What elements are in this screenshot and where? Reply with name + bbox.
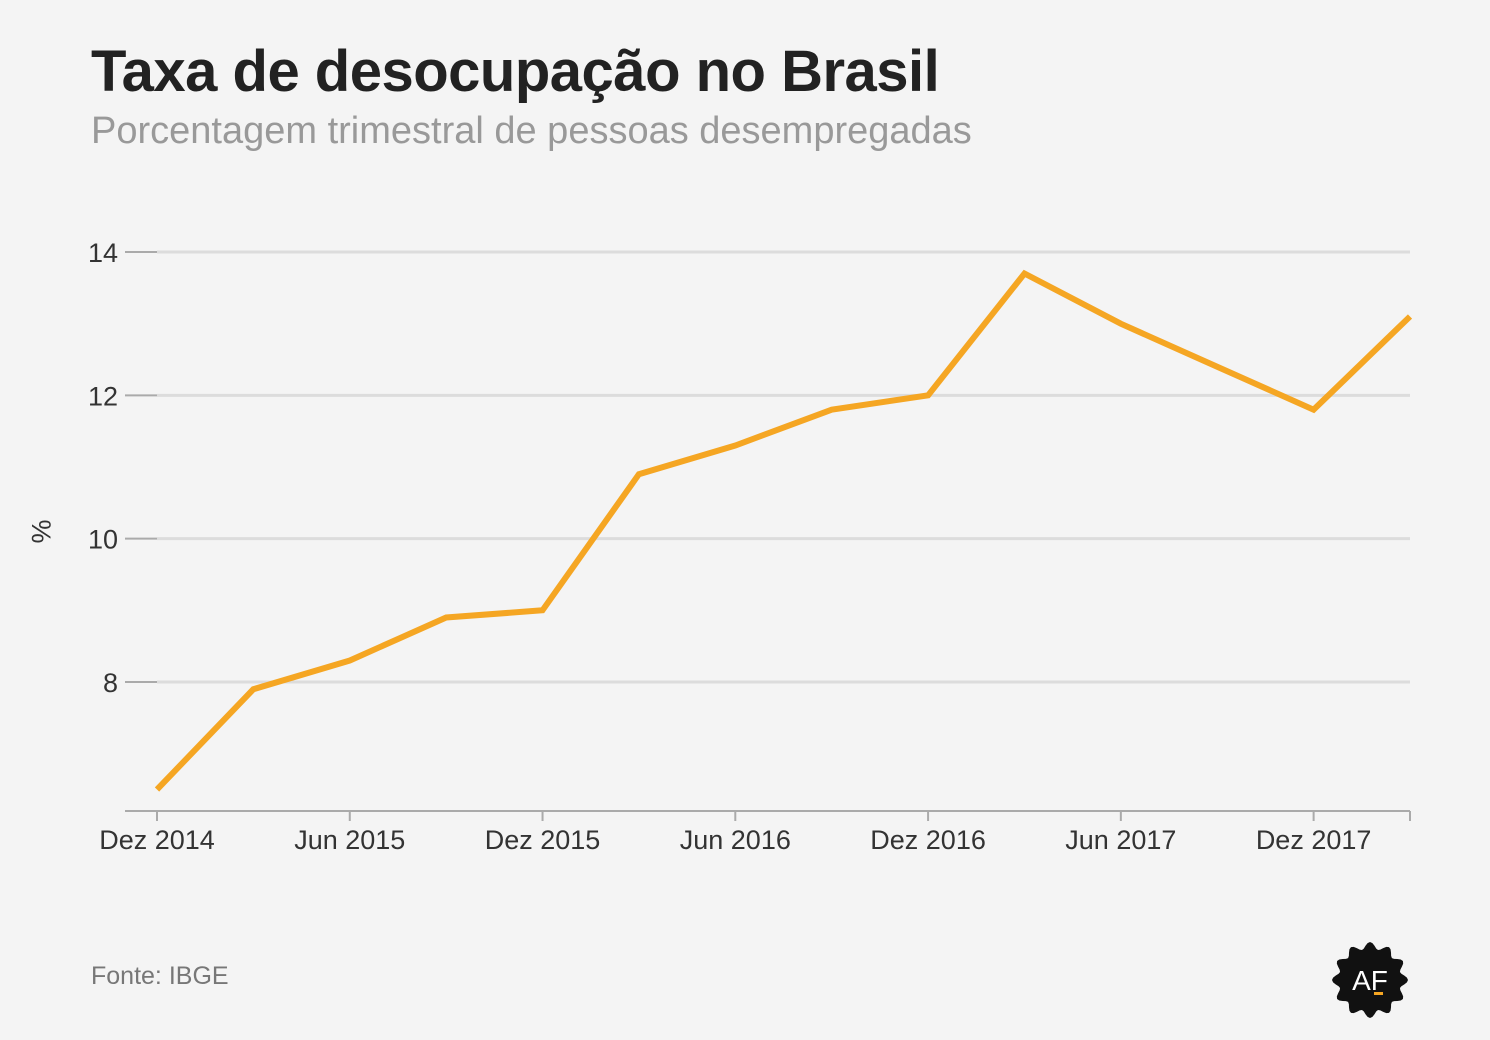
logo-badge bbox=[1332, 942, 1408, 1018]
series-line bbox=[154, 269, 1413, 792]
grid-lines bbox=[157, 250, 1410, 684]
source-note: Fonte: IBGE bbox=[91, 962, 229, 990]
y-tick-label: 14 bbox=[88, 238, 118, 268]
x-tick-label: Dez 2016 bbox=[870, 825, 986, 855]
x-tick-label: Jun 2017 bbox=[1065, 825, 1176, 855]
chart-title: Taxa de desocupação no Brasil bbox=[91, 39, 940, 104]
x-tick-label: Dez 2017 bbox=[1256, 825, 1372, 855]
y-tick-label: 8 bbox=[103, 668, 118, 698]
y-axis-label: % bbox=[26, 519, 56, 543]
x-axis: Dez 2014 Jun 2015 Dez 2015 Jun 2016 Dez 2016… bbox=[99, 810, 1411, 855]
x-tick-label: Jun 2015 bbox=[294, 825, 405, 855]
series-layer bbox=[154, 269, 1413, 792]
x-tick-label: Jun 2016 bbox=[680, 825, 791, 855]
y-tick-label: 10 bbox=[88, 525, 118, 555]
y-axis: 8 10 12 14 bbox=[88, 238, 157, 698]
x-tick-label: Dez 2015 bbox=[485, 825, 601, 855]
line-chart: Dez 2014 Jun 2015 Dez 2015 Jun 2016 Dez 2016… bbox=[26, 238, 1413, 855]
y-tick-label: 12 bbox=[88, 381, 118, 411]
chart-subtitle: Porcentagem trimestral de pessoas desemp… bbox=[91, 110, 972, 152]
logo-accent bbox=[1374, 992, 1383, 995]
x-tick-label: Dez 2014 bbox=[99, 825, 215, 855]
logo-text: AF bbox=[1352, 965, 1388, 996]
af-logo: AF bbox=[1332, 942, 1408, 1018]
